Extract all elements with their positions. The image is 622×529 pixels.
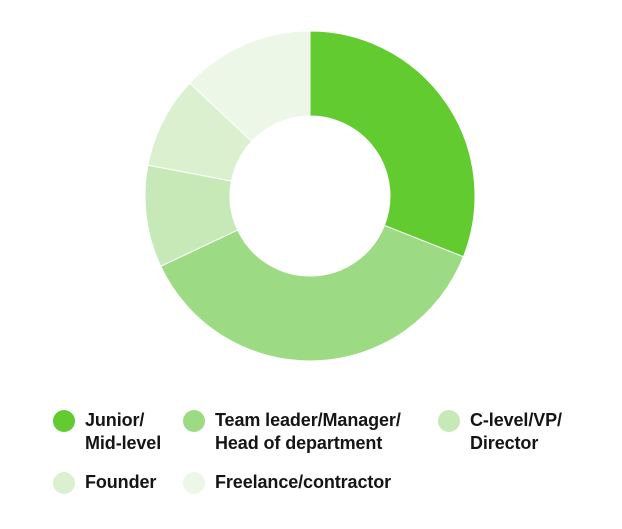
legend-item-c-level: C-level/VP/ Director: [438, 409, 562, 455]
legend-item-team-leader: Team leader/Manager/ Head of department: [183, 409, 401, 455]
donut-chart: [144, 30, 476, 362]
legend-swatch-junior: [53, 410, 75, 432]
legend-label-team-leader: Team leader/Manager/ Head of department: [215, 410, 401, 453]
legend-swatch-freelance: [183, 472, 205, 494]
legend-swatch-team-leader: [183, 410, 205, 432]
donut-slice-team-leader: [160, 224, 465, 362]
legend-item-junior: Junior/ Mid-level: [53, 409, 161, 455]
legend-item-freelance: Freelance/contractor: [183, 471, 391, 494]
donut-slice-freelance: [189, 30, 311, 142]
legend-swatch-founder: [53, 472, 75, 494]
legend-label-freelance: Freelance/contractor: [215, 472, 392, 492]
donut-slice-junior: [309, 30, 476, 258]
legend-label-c-level: C-level/VP/ Director: [470, 410, 562, 453]
legend-swatch-c-level: [438, 410, 460, 432]
legend-label-junior: Junior/ Mid-level: [85, 410, 162, 453]
legend-item-founder: Founder: [53, 471, 156, 494]
legend-label-founder: Founder: [85, 472, 157, 492]
